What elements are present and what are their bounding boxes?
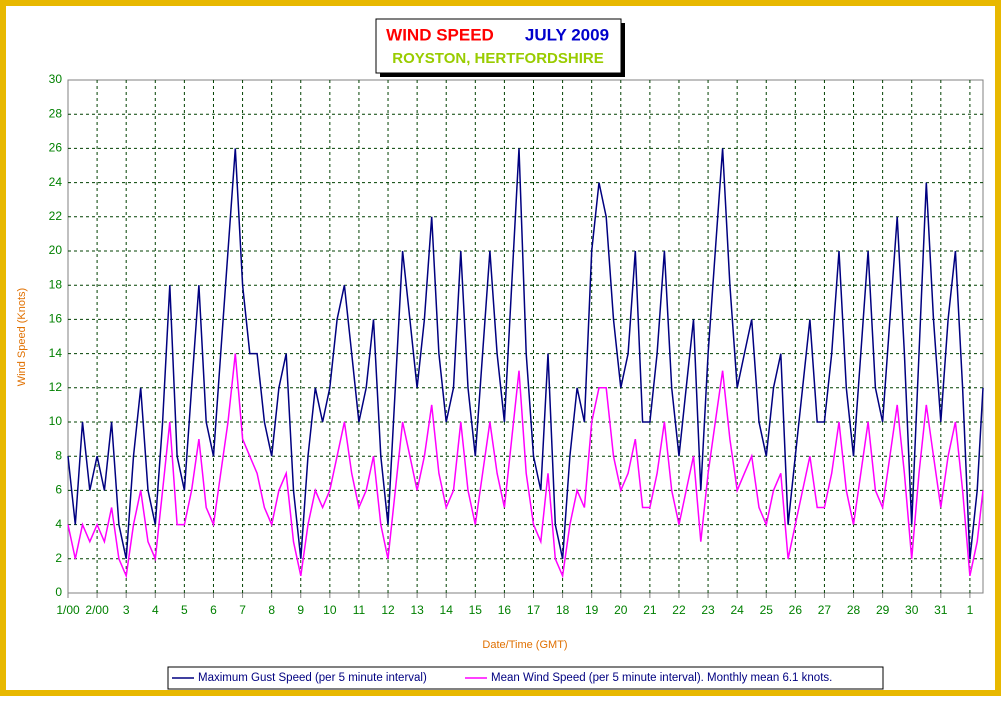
x-tick-label: 30: [905, 603, 919, 617]
x-axis-label: Date/Time (GMT): [482, 639, 567, 651]
x-tick-label: 25: [760, 603, 774, 617]
y-tick-label: 24: [49, 175, 63, 189]
x-tick-label: 8: [268, 603, 275, 617]
y-tick-label: 6: [55, 483, 62, 497]
x-tick-label: 4: [152, 603, 159, 617]
y-tick-label: 26: [49, 141, 63, 155]
x-tick-label: 17: [527, 603, 541, 617]
y-tick-label: 14: [49, 346, 63, 360]
title-box: [375, 18, 622, 74]
x-tick-label: 18: [556, 603, 570, 617]
y-tick-label: 22: [49, 209, 63, 223]
y-tick-label: 4: [55, 517, 62, 531]
x-tick-label: 1/00: [56, 603, 80, 617]
x-tick-label: 13: [410, 603, 424, 617]
y-tick-label: 2: [55, 551, 62, 565]
x-tick-label: 2/00: [85, 603, 109, 617]
x-tick-label: 11: [353, 603, 366, 617]
x-tick-label: 19: [585, 603, 599, 617]
y-tick-label: 8: [55, 448, 62, 462]
y-tick-label: 18: [49, 277, 63, 291]
x-tick-label: 28: [847, 603, 861, 617]
x-tick-label: 24: [730, 603, 744, 617]
y-tick-label: 28: [49, 106, 63, 120]
x-tick-label: 27: [818, 603, 832, 617]
x-tick-label: 15: [469, 603, 483, 617]
y-tick-label: 30: [49, 72, 63, 86]
y-tick-label: 20: [49, 243, 63, 257]
legend-label: Maximum Gust Speed (per 5 minute interva…: [198, 672, 427, 684]
y-axis-label: Wind Speed (Knots): [16, 288, 28, 386]
y-tick-label: 16: [49, 312, 63, 326]
x-tick-label: 5: [181, 603, 188, 617]
x-tick-label: 12: [381, 603, 395, 617]
x-tick-label: 14: [440, 603, 454, 617]
x-tick-label: 21: [643, 603, 657, 617]
x-tick-label: 31: [934, 603, 948, 617]
x-tick-label: 29: [876, 603, 890, 617]
x-tick-label: 22: [672, 603, 686, 617]
legend-box: [167, 666, 884, 690]
legend-label: Mean Wind Speed (per 5 minute interval).…: [491, 672, 832, 684]
y-tick-label: 10: [49, 414, 63, 428]
series-line: [67, 148, 984, 559]
y-tick-label: 12: [49, 380, 63, 394]
x-tick-label: 9: [297, 603, 304, 617]
plot-area: [67, 79, 984, 594]
x-tick-label: 6: [210, 603, 217, 617]
series-line: [67, 353, 984, 579]
x-tick-label: 10: [323, 603, 337, 617]
x-tick-label: 23: [701, 603, 715, 617]
x-tick-label: 1: [967, 603, 974, 617]
x-tick-label: 16: [498, 603, 512, 617]
y-tick-label: 0: [55, 585, 62, 599]
x-tick-label: 7: [239, 603, 246, 617]
chart-title-month: JULY 2009: [525, 25, 609, 44]
chart-title: WIND SPEED: [386, 25, 494, 44]
chart-subtitle: ROYSTON, HERTFORDSHIRE: [392, 50, 603, 67]
x-tick-label: 20: [614, 603, 628, 617]
x-tick-label: 26: [789, 603, 803, 617]
x-tick-label: 3: [123, 603, 130, 617]
